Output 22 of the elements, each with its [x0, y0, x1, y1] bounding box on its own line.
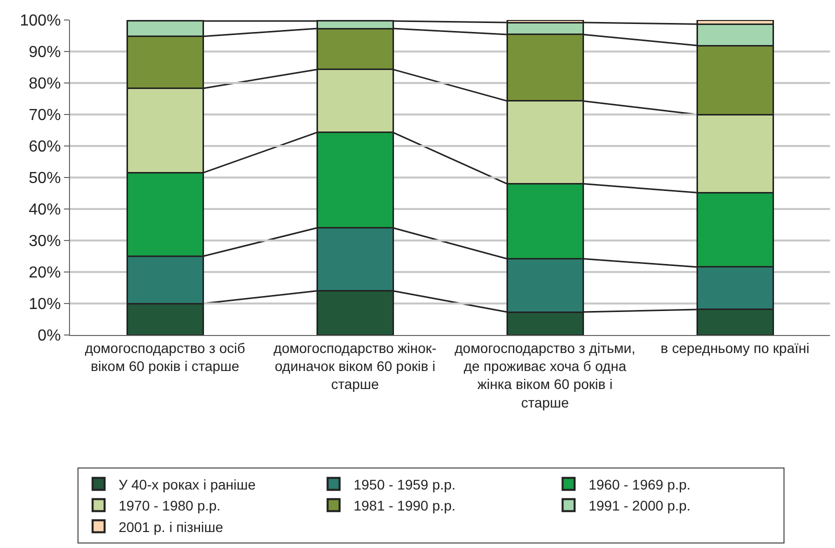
legend-label: 1991 - 2000 р.р.	[588, 498, 691, 514]
y-tick-label: 90%	[28, 44, 61, 62]
y-tick-label: 40%	[28, 202, 61, 219]
x-tick-label: домогосподарство з дітьми, де проживає хоча б одна жінка віком 60 років і старше	[454, 340, 636, 410]
y-tick-label: 100%	[20, 12, 61, 30]
y-tick-label: 80%	[28, 76, 61, 93]
x-tick-label: домогосподарство жінок-одиначок віком 60 років і старше	[274, 340, 437, 392]
legend-label: 1950 - 1959 р.р.	[354, 476, 456, 492]
y-tick-label: 70%	[28, 107, 61, 124]
legend-label: 1981 - 1990 р.р.	[354, 498, 456, 514]
legend-label: 1970 - 1980 р.р.	[118, 498, 221, 514]
y-tick-label: 60%	[28, 138, 61, 156]
y-tick-label: 10%	[28, 296, 61, 314]
y-tick-label: 30%	[28, 233, 61, 250]
legend-label: 1960 - 1969 р.р.	[588, 476, 691, 492]
x-tick-label: в середньому по країні	[660, 340, 810, 356]
legend-label: 2001 р. і пізніше	[118, 518, 224, 535]
y-tick-label: 0%	[38, 328, 61, 345]
y-tick-label: 50%	[28, 170, 61, 188]
y-tick-label: 20%	[28, 264, 61, 282]
legend-label: У 40-х роках і раніше	[118, 476, 256, 492]
x-tick-label: домогосподарство з осіб віком 60 років і старше	[84, 340, 246, 374]
